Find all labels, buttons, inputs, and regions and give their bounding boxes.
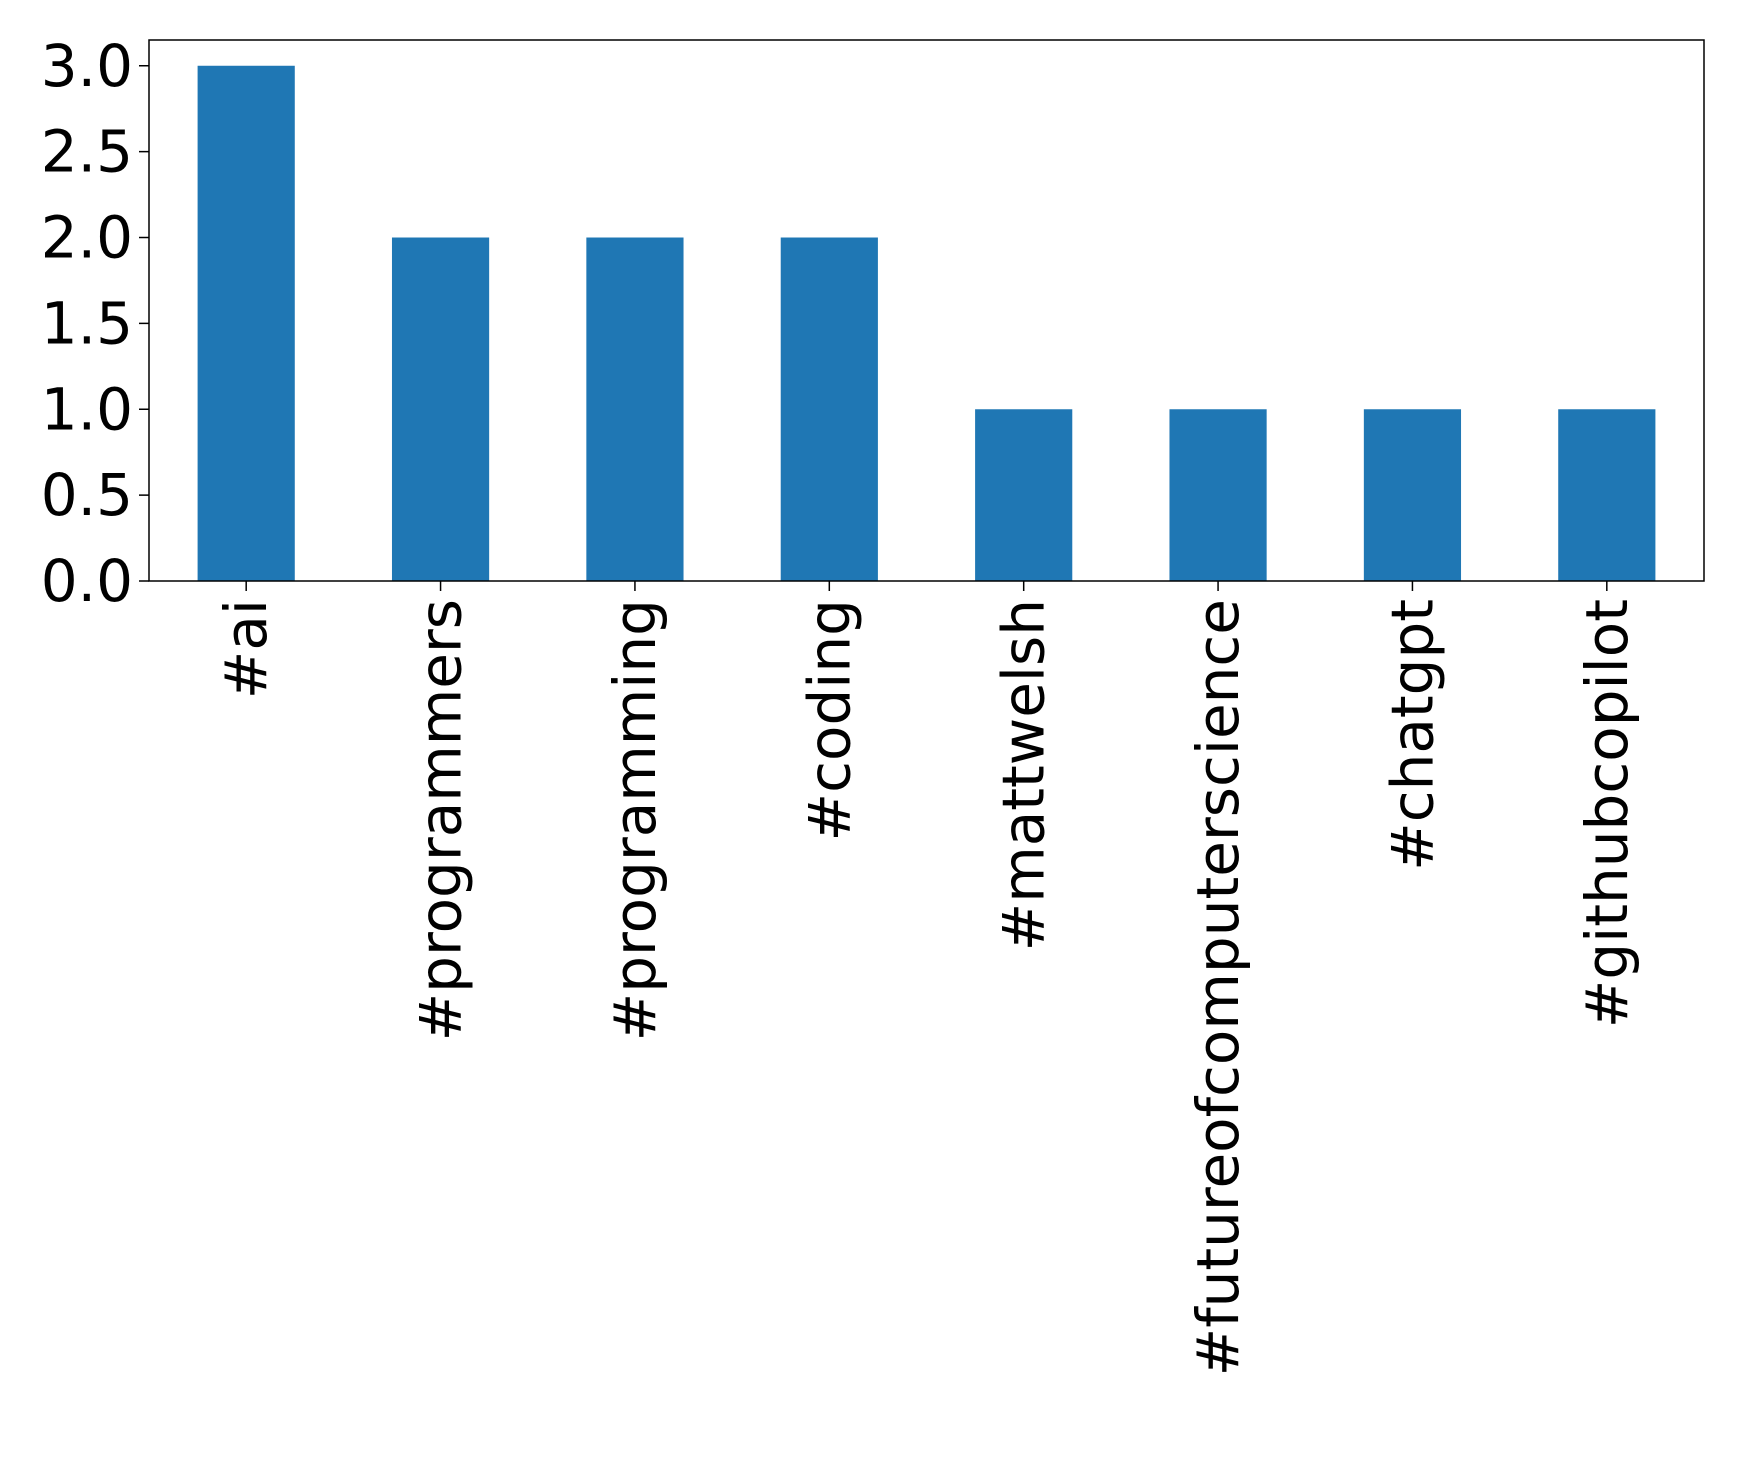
plot-frame <box>148 39 1705 582</box>
bar-programmers <box>391 237 490 581</box>
bar-mattwelsh <box>975 409 1073 581</box>
x-tick-label: #githubcopilot <box>1573 599 1641 1028</box>
bar-githubcopilot <box>1558 409 1656 581</box>
x-tick-label: #ai <box>212 599 280 699</box>
y-tick-label: 2.0 <box>41 204 133 272</box>
x-tick-label: #futureofcomputerscience <box>1184 599 1252 1376</box>
bar-ai <box>197 65 295 581</box>
y-tick-label: 1.5 <box>41 289 133 357</box>
bar-chatgpt <box>1363 409 1462 581</box>
x-tick-label: #programmers <box>407 599 475 1041</box>
x-tick-label: #programming <box>601 599 669 1041</box>
bar-programming <box>586 237 684 581</box>
y-tick-label: 3.0 <box>41 32 133 100</box>
x-tick-label: #chatgpt <box>1378 599 1446 871</box>
y-tick-label: 2.5 <box>41 118 133 186</box>
y-tick-label: 0.0 <box>41 547 133 615</box>
bar-coding <box>780 237 878 581</box>
y-tick-label: 1.0 <box>41 375 133 443</box>
bars-layer <box>197 65 1656 581</box>
y-axis: 0.0 0.5 1.0 1.5 2.0 2.5 3.0 <box>41 32 149 615</box>
y-tick-label: 0.5 <box>41 461 133 529</box>
bar-futureofcomputerscience <box>1169 409 1267 581</box>
x-tick-label: #mattwelsh <box>990 599 1058 951</box>
x-tick-label: #coding <box>795 599 863 841</box>
x-axis: #ai #programmers #programming #coding #mattw… <box>212 581 1641 1376</box>
